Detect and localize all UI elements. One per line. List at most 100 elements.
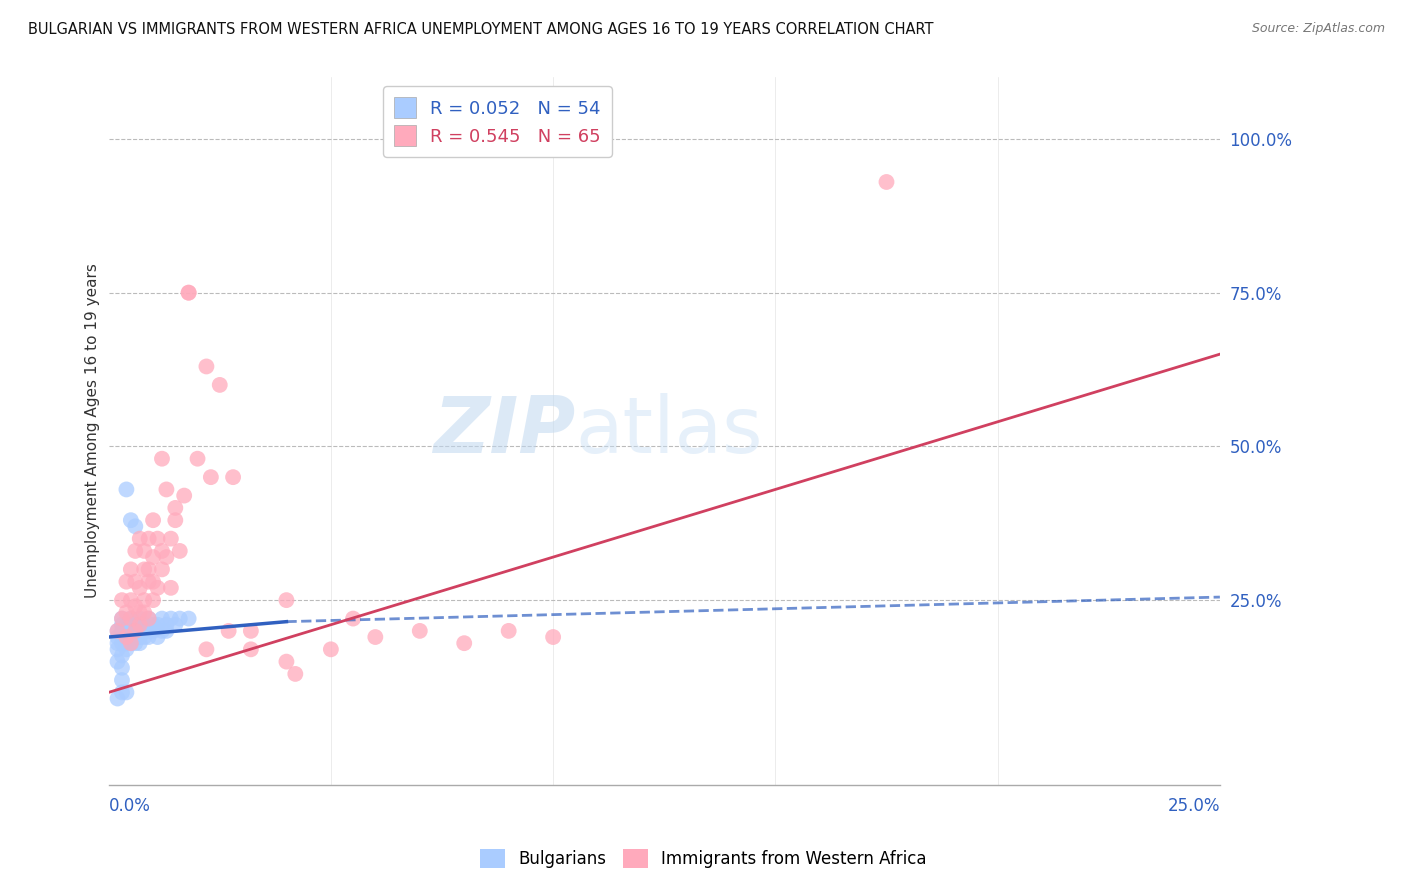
- Point: [165, 500, 187, 515]
- Point: [138, 574, 160, 589]
- Point: [165, 617, 187, 632]
- Point: [111, 611, 134, 625]
- Point: [120, 611, 142, 625]
- Point: [115, 685, 138, 699]
- Point: [134, 624, 156, 638]
- Point: [146, 617, 169, 632]
- Point: [124, 574, 146, 589]
- Point: [177, 285, 200, 300]
- Point: [146, 532, 169, 546]
- Point: [138, 532, 160, 546]
- Point: [120, 513, 142, 527]
- Point: [160, 611, 183, 625]
- Point: [142, 593, 165, 607]
- Point: [124, 630, 146, 644]
- Point: [120, 636, 142, 650]
- Point: [138, 611, 160, 625]
- Point: [124, 617, 146, 632]
- Point: [165, 513, 187, 527]
- Text: ZIP: ZIP: [433, 393, 575, 469]
- Point: [142, 513, 165, 527]
- Point: [541, 630, 564, 644]
- Point: [138, 624, 160, 638]
- Point: [124, 544, 146, 558]
- Point: [319, 642, 342, 657]
- Point: [239, 624, 262, 638]
- Point: [453, 636, 475, 650]
- Text: 25.0%: 25.0%: [1167, 797, 1220, 815]
- Point: [239, 642, 262, 657]
- Point: [150, 544, 173, 558]
- Point: [150, 611, 173, 625]
- Point: [134, 544, 156, 558]
- Point: [124, 599, 146, 614]
- Point: [186, 451, 208, 466]
- Point: [364, 630, 387, 644]
- Text: Source: ZipAtlas.com: Source: ZipAtlas.com: [1251, 22, 1385, 36]
- Point: [111, 648, 134, 663]
- Point: [142, 550, 165, 565]
- Point: [155, 617, 177, 632]
- Point: [134, 593, 156, 607]
- Point: [120, 562, 142, 576]
- Point: [115, 636, 138, 650]
- Point: [876, 175, 898, 189]
- Point: [134, 617, 156, 632]
- Point: [138, 611, 160, 625]
- Point: [160, 532, 183, 546]
- Point: [120, 611, 142, 625]
- Point: [276, 655, 298, 669]
- Point: [208, 378, 231, 392]
- Point: [222, 470, 245, 484]
- Point: [107, 630, 129, 644]
- Point: [138, 630, 160, 644]
- Point: [177, 611, 200, 625]
- Point: [128, 624, 150, 638]
- Point: [107, 624, 129, 638]
- Point: [150, 562, 173, 576]
- Point: [128, 617, 150, 632]
- Text: BULGARIAN VS IMMIGRANTS FROM WESTERN AFRICA UNEMPLOYMENT AMONG AGES 16 TO 19 YEA: BULGARIAN VS IMMIGRANTS FROM WESTERN AFR…: [28, 22, 934, 37]
- Point: [128, 606, 150, 620]
- Point: [124, 624, 146, 638]
- Point: [177, 285, 200, 300]
- Point: [128, 532, 150, 546]
- Point: [169, 611, 191, 625]
- Point: [160, 581, 183, 595]
- Point: [155, 624, 177, 638]
- Point: [115, 574, 138, 589]
- Point: [284, 667, 307, 681]
- Point: [120, 617, 142, 632]
- Point: [115, 624, 138, 638]
- Point: [169, 544, 191, 558]
- Point: [134, 606, 156, 620]
- Point: [111, 617, 134, 632]
- Point: [115, 630, 138, 644]
- Point: [128, 611, 150, 625]
- Point: [124, 519, 146, 533]
- Point: [195, 642, 218, 657]
- Point: [128, 630, 150, 644]
- Point: [146, 581, 169, 595]
- Point: [200, 470, 222, 484]
- Point: [146, 630, 169, 644]
- Legend: R = 0.052   N = 54, R = 0.545   N = 65: R = 0.052 N = 54, R = 0.545 N = 65: [384, 87, 612, 157]
- Point: [111, 611, 134, 625]
- Point: [150, 624, 173, 638]
- Point: [142, 617, 165, 632]
- Point: [134, 562, 156, 576]
- Point: [276, 593, 298, 607]
- Point: [111, 661, 134, 675]
- Point: [115, 606, 138, 620]
- Point: [120, 636, 142, 650]
- Point: [409, 624, 432, 638]
- Point: [498, 624, 520, 638]
- Point: [124, 636, 146, 650]
- Point: [111, 624, 134, 638]
- Point: [142, 624, 165, 638]
- Legend: Bulgarians, Immigrants from Western Africa: Bulgarians, Immigrants from Western Afri…: [472, 842, 934, 875]
- Point: [155, 550, 177, 565]
- Point: [107, 624, 129, 638]
- Text: 0.0%: 0.0%: [108, 797, 150, 815]
- Point: [107, 636, 129, 650]
